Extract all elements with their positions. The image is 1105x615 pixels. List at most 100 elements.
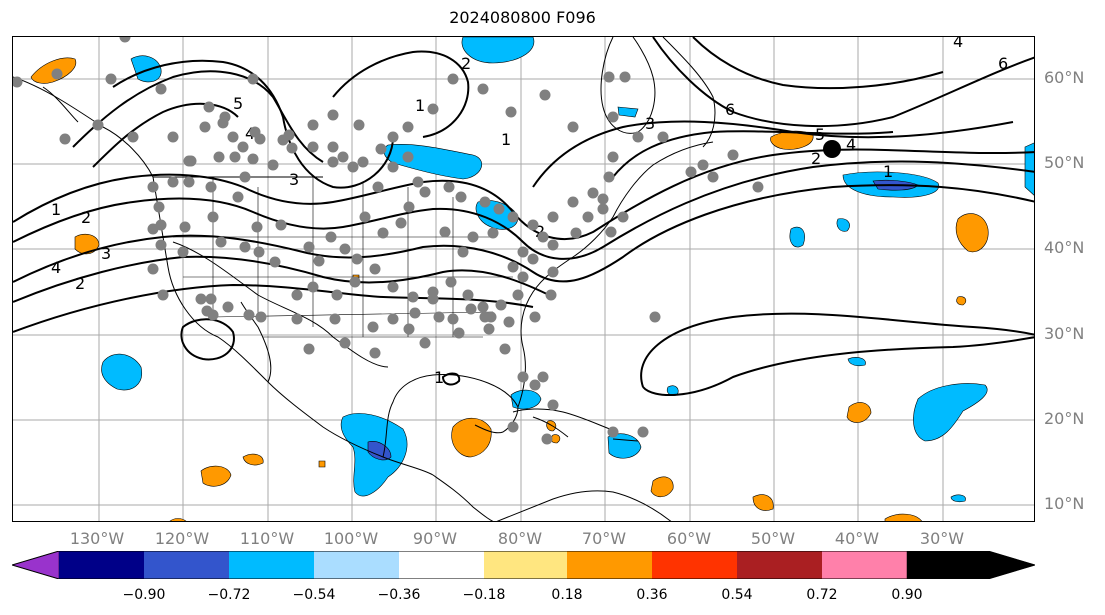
station-dot: [307, 281, 319, 293]
station-dot: [247, 73, 259, 85]
negative-region: [950, 494, 966, 503]
station-dot: [467, 231, 479, 243]
negative-region: [510, 389, 542, 410]
station-dot: [582, 211, 594, 223]
station-dot: [153, 201, 165, 213]
negative-region: [617, 106, 639, 118]
station-dot: [443, 181, 455, 193]
lon-label-40w: 40°W: [834, 529, 880, 548]
station-dot: [387, 281, 399, 293]
positive-region: [74, 233, 100, 255]
colorbar-tick-label: 0.36: [636, 587, 668, 603]
station-dot: [239, 241, 251, 253]
station-dot: [185, 155, 197, 167]
lon-label-110w: 110°W: [239, 529, 295, 548]
station-dot: [313, 255, 325, 267]
lon-label-120w: 120°W: [154, 529, 210, 548]
station-dot: [603, 171, 615, 183]
station-dot: [105, 73, 117, 85]
station-dot: [119, 37, 131, 43]
contour-label: 1: [51, 200, 61, 219]
lat-label-50n: 50°N: [1044, 153, 1085, 172]
station-dot: [267, 159, 279, 171]
station-dot: [147, 181, 159, 193]
station-dot: [227, 131, 239, 143]
station-dot: [419, 186, 431, 198]
contour-label: 2: [75, 274, 85, 293]
colorbar-tick-label: 0.90: [891, 587, 923, 603]
station-dot: [547, 211, 559, 223]
station-dot: [427, 293, 439, 305]
station-dot: [351, 253, 363, 265]
station-dot: [307, 119, 319, 131]
map-canvas: 1 2 3 4 5 6 1 2 3 4 2 4 6 1 1 2 5 4 3 1 …: [13, 37, 1034, 521]
lat-label-10n: 10°N: [1044, 494, 1085, 513]
station-dot: [277, 134, 289, 146]
station-dot: [325, 231, 337, 243]
station-dot: [183, 176, 195, 188]
contour-label-group: 1 2 3 4 5 6 1 2 3 4 2 4 6 1 1 2 5 4 3 1 …: [51, 37, 1008, 387]
station-dot: [597, 203, 609, 215]
station-dot: [207, 309, 219, 321]
colorbar-segment: [737, 551, 822, 579]
station-dot: [507, 261, 519, 273]
station-dot: [167, 176, 179, 188]
station-dot: [657, 131, 669, 143]
station-dot: [419, 337, 431, 349]
station-dot: [477, 83, 489, 95]
station-dot: [637, 426, 649, 438]
station-dot: [92, 119, 104, 131]
lat-label-60n: 60°N: [1044, 68, 1085, 87]
station-dot: [377, 227, 389, 239]
station-dot: [372, 181, 384, 193]
station-dot: [329, 313, 341, 325]
contour-label: 3: [289, 170, 299, 189]
station-dot: [127, 131, 139, 143]
station-dot: [617, 211, 629, 223]
station-dot: [567, 121, 579, 133]
shaded-regions: [30, 37, 1034, 521]
contour-label: 2: [811, 149, 821, 168]
station-dot: [537, 371, 549, 383]
station-dot: [529, 379, 541, 391]
contour-label: 3: [101, 244, 111, 263]
station-dot: [286, 142, 298, 154]
colorbar-tick-label: −0.18: [462, 587, 506, 603]
station-dot: [547, 239, 559, 251]
lat-label-20n: 20°N: [1044, 409, 1085, 428]
station-dot: [13, 76, 23, 88]
highlight-marker: [823, 140, 841, 158]
station-dot: [407, 291, 419, 303]
lon-label-80w: 80°W: [497, 529, 543, 548]
station-dot: [375, 143, 387, 155]
station-dot: [367, 321, 379, 333]
contour-label: 1: [501, 130, 511, 149]
station-dot: [493, 203, 505, 215]
station-dot: [607, 151, 619, 163]
station-dot: [727, 149, 739, 161]
station-dot: [752, 181, 764, 193]
station-dot: [357, 156, 369, 168]
station-dot: [303, 241, 315, 253]
station-dot: [453, 327, 465, 339]
negative-region: [789, 226, 805, 248]
station-dot: [147, 263, 159, 275]
colorbar-tick-label: −0.90: [122, 587, 166, 603]
station-dot: [243, 309, 255, 321]
station-dot: [477, 301, 489, 313]
station-dot: [222, 301, 234, 313]
station-dot: [499, 343, 511, 355]
station-dot: [479, 196, 491, 208]
positive-region: [884, 513, 922, 521]
station-dot: [387, 161, 399, 173]
station-dot: [275, 219, 287, 231]
station-dot: [507, 421, 519, 433]
contour-lines: [13, 37, 1034, 396]
station-dot: [291, 289, 303, 301]
station-dot: [597, 193, 609, 205]
station-dot: [195, 293, 207, 305]
station-dot: [269, 256, 281, 268]
station-dot: [215, 236, 227, 248]
contour-label: 2: [461, 54, 471, 73]
station-dot: [403, 201, 415, 213]
